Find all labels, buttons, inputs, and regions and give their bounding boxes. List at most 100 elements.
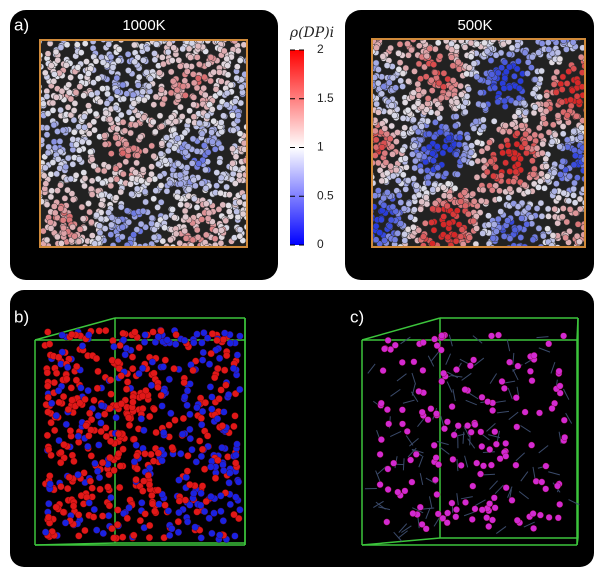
particle — [66, 82, 72, 88]
atom — [181, 337, 188, 344]
particle — [177, 240, 183, 246]
particle — [89, 233, 95, 239]
atom — [217, 492, 224, 499]
particle — [190, 136, 196, 142]
particle — [60, 225, 66, 231]
particle — [403, 186, 409, 192]
particle — [153, 41, 159, 47]
particle — [568, 97, 574, 103]
particle — [151, 234, 157, 240]
particle — [391, 112, 397, 118]
particle — [73, 142, 79, 148]
atom — [197, 502, 204, 509]
atom — [409, 479, 415, 485]
atom — [233, 452, 240, 459]
particle — [377, 230, 383, 236]
particle — [525, 59, 531, 65]
particle — [230, 112, 236, 118]
particle — [567, 206, 573, 212]
particle — [522, 140, 528, 146]
particle — [572, 200, 578, 206]
particle — [186, 186, 192, 192]
particle — [553, 89, 559, 95]
atom — [533, 478, 539, 484]
particle — [389, 151, 395, 157]
particle — [167, 180, 173, 186]
atom — [51, 379, 58, 386]
particle — [404, 41, 410, 47]
particle — [225, 202, 231, 208]
particle — [500, 150, 506, 156]
atom — [159, 457, 166, 464]
atom — [186, 481, 193, 488]
atom — [142, 332, 149, 339]
atom — [166, 422, 173, 429]
atom — [94, 468, 101, 475]
atom — [220, 517, 227, 524]
particle — [464, 71, 470, 77]
particle — [576, 239, 582, 245]
particle — [481, 157, 487, 163]
particle — [491, 221, 497, 227]
particle — [169, 57, 175, 63]
particle — [196, 120, 202, 126]
atom — [223, 352, 230, 359]
particle — [425, 180, 431, 186]
particle — [507, 236, 513, 242]
particle — [373, 137, 379, 143]
atom — [492, 505, 498, 511]
particle — [143, 69, 149, 75]
particle — [48, 194, 54, 200]
particle — [212, 146, 218, 152]
atom — [71, 458, 78, 465]
particle — [458, 92, 464, 98]
particle — [135, 112, 141, 118]
particle — [237, 131, 243, 137]
atom — [199, 408, 206, 415]
atom — [194, 509, 201, 516]
particle — [58, 205, 64, 211]
atom — [204, 433, 211, 440]
particle — [405, 107, 411, 113]
atom — [45, 409, 52, 416]
atom — [103, 433, 110, 440]
atom — [183, 474, 190, 481]
atom — [378, 400, 384, 406]
particle — [151, 153, 157, 159]
atom — [451, 432, 457, 438]
particle — [525, 189, 531, 195]
particle — [381, 202, 387, 208]
particle — [413, 182, 419, 188]
particle — [505, 218, 511, 224]
particle — [400, 131, 406, 137]
particle — [147, 76, 153, 82]
atom — [85, 332, 92, 339]
atom — [221, 330, 228, 337]
particle — [195, 234, 201, 240]
particle — [559, 99, 565, 105]
atom — [139, 393, 146, 400]
particle — [495, 99, 501, 105]
particle — [167, 237, 173, 243]
particle — [454, 99, 460, 105]
particle — [64, 187, 70, 193]
atom — [234, 352, 241, 359]
particle — [93, 212, 99, 218]
atom — [108, 391, 115, 398]
atom — [420, 339, 426, 345]
atom — [53, 370, 60, 377]
particle — [51, 78, 57, 84]
particle — [495, 70, 501, 76]
particle — [513, 169, 519, 175]
atom — [156, 501, 163, 508]
particle — [182, 78, 188, 84]
particle — [539, 68, 545, 74]
atom — [93, 355, 100, 362]
particle — [389, 123, 395, 129]
particle — [57, 138, 63, 144]
atom — [234, 441, 241, 448]
particle — [493, 164, 499, 170]
particle — [398, 199, 404, 205]
atom — [190, 367, 197, 374]
particle — [125, 51, 131, 57]
